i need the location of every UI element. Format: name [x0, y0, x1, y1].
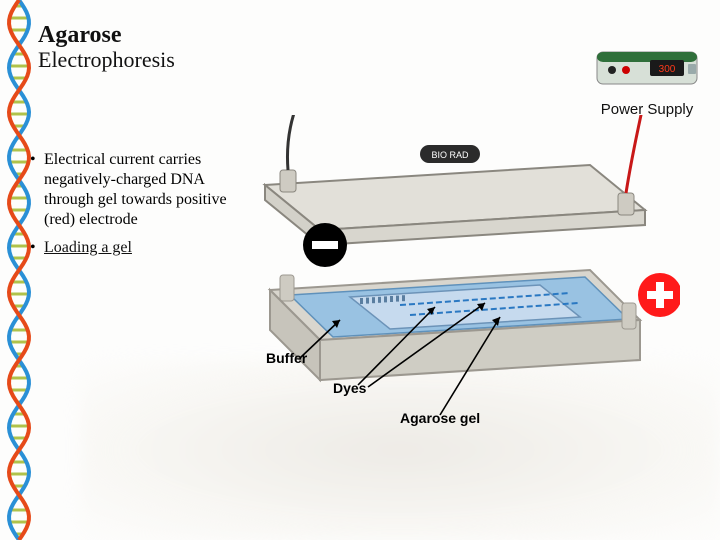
bullet-list: Electrical current carries negatively-ch…: [30, 150, 245, 266]
buffer-label: Buffer: [266, 350, 307, 366]
gel-label: Agarose gel: [400, 410, 480, 426]
svg-text:300: 300: [659, 64, 676, 75]
title-sub: Electrophoresis: [38, 47, 175, 73]
title-main: Agarose: [38, 22, 175, 49]
dyes-label: Dyes: [333, 380, 366, 396]
power-supply-icon: 300: [592, 40, 702, 90]
dna-border: [0, 0, 38, 540]
svg-text:BIO RAD: BIO RAD: [431, 150, 469, 160]
title-block: Agarose Electrophoresis: [38, 22, 175, 73]
power-supply: 300 Power Supply: [592, 40, 702, 118]
bullet-item: Loading a gel: [30, 238, 245, 258]
loading-gel-link[interactable]: Loading a gel: [44, 239, 132, 256]
bullet-item: Electrical current carries negatively-ch…: [30, 150, 245, 230]
bullet-lead: Electrical current: [44, 151, 155, 168]
electrophoresis-diagram: BIO RAD: [240, 115, 680, 445]
